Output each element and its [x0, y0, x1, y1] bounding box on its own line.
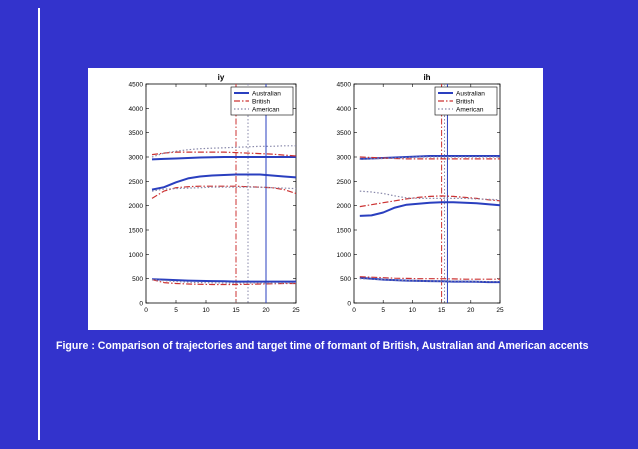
y-tick-label: 0: [347, 301, 351, 308]
legend-label: British: [252, 99, 270, 106]
x-tick-label: 25: [292, 307, 300, 314]
figure-caption: Figure : Comparison of trajectories and …: [56, 340, 589, 352]
legend-box: [434, 86, 498, 116]
y-tick-label: 4500: [337, 82, 352, 89]
x-tick-label: 5: [174, 307, 178, 314]
series-line-american-f1: [359, 156, 500, 160]
figure-panel: iy 0 500 1000 1500 2000 2500 3000 3500 4000 4500 0 5…: [88, 68, 543, 330]
series-line-australian-f1: [151, 156, 296, 161]
legend-label: British: [456, 99, 474, 106]
y-tick-label: 3000: [337, 155, 352, 162]
y-tick-label: 2000: [129, 203, 144, 210]
y-tick-label: 3500: [337, 130, 352, 137]
legend-box: [230, 86, 294, 116]
plot-frame: [353, 83, 501, 304]
x-tick-label: 15: [232, 307, 240, 314]
x-tick-label: 10: [202, 307, 210, 314]
y-tick-label: 1500: [129, 228, 144, 235]
series-line-british-f2: [359, 195, 501, 208]
y-tick-label: 4500: [129, 82, 144, 89]
legend-label: American: [252, 107, 280, 114]
series-line-australian-f2: [359, 201, 501, 217]
x-tick-label: 10: [409, 307, 417, 314]
y-tick-label: 4000: [337, 106, 352, 113]
legend-label: American: [456, 107, 484, 114]
x-tick-label: 0: [352, 307, 356, 314]
slide-divider-line: [38, 8, 40, 440]
x-tick-label: 20: [262, 307, 270, 314]
plot-frame: [145, 83, 297, 304]
y-tick-label: 0: [139, 301, 143, 308]
series-line-british-f1: [359, 156, 500, 160]
series-line-american-f3: [151, 279, 296, 284]
series-line-american-f3: [359, 278, 500, 283]
x-tick-label: 25: [496, 307, 504, 314]
series-line-british-f3: [151, 279, 296, 286]
legend-label: Australian: [252, 91, 281, 98]
y-tick-label: 500: [132, 276, 143, 283]
series-line-british-f3: [359, 276, 500, 280]
y-tick-label: 2500: [337, 179, 352, 186]
series-line-british-f1: [151, 151, 297, 157]
y-tick-label: 1000: [129, 252, 144, 259]
chart-title: iy: [218, 73, 225, 82]
x-tick-label: 20: [467, 307, 475, 314]
y-tick-label: 500: [340, 276, 351, 283]
chart-title: ih: [423, 73, 430, 82]
y-tick-label: 1000: [337, 252, 352, 259]
y-tick-label: 2500: [129, 179, 144, 186]
series-line-australian-f2: [151, 173, 297, 191]
y-tick-label: 3500: [129, 130, 144, 137]
x-tick-label: 15: [438, 307, 446, 314]
series-line-american-f2: [151, 186, 297, 192]
legend-label: Australian: [456, 91, 485, 98]
y-tick-label: 3000: [129, 155, 144, 162]
series-line-american-f2: [359, 190, 501, 201]
y-tick-label: 4000: [129, 106, 144, 113]
y-tick-label: 1500: [337, 228, 352, 235]
series-line-american-f1: [151, 145, 296, 158]
x-tick-label: 0: [144, 307, 148, 314]
series-line-british-f2: [151, 185, 297, 199]
x-tick-label: 5: [381, 307, 385, 314]
series-line-australian-f3: [151, 278, 296, 283]
y-tick-label: 2000: [337, 203, 352, 210]
